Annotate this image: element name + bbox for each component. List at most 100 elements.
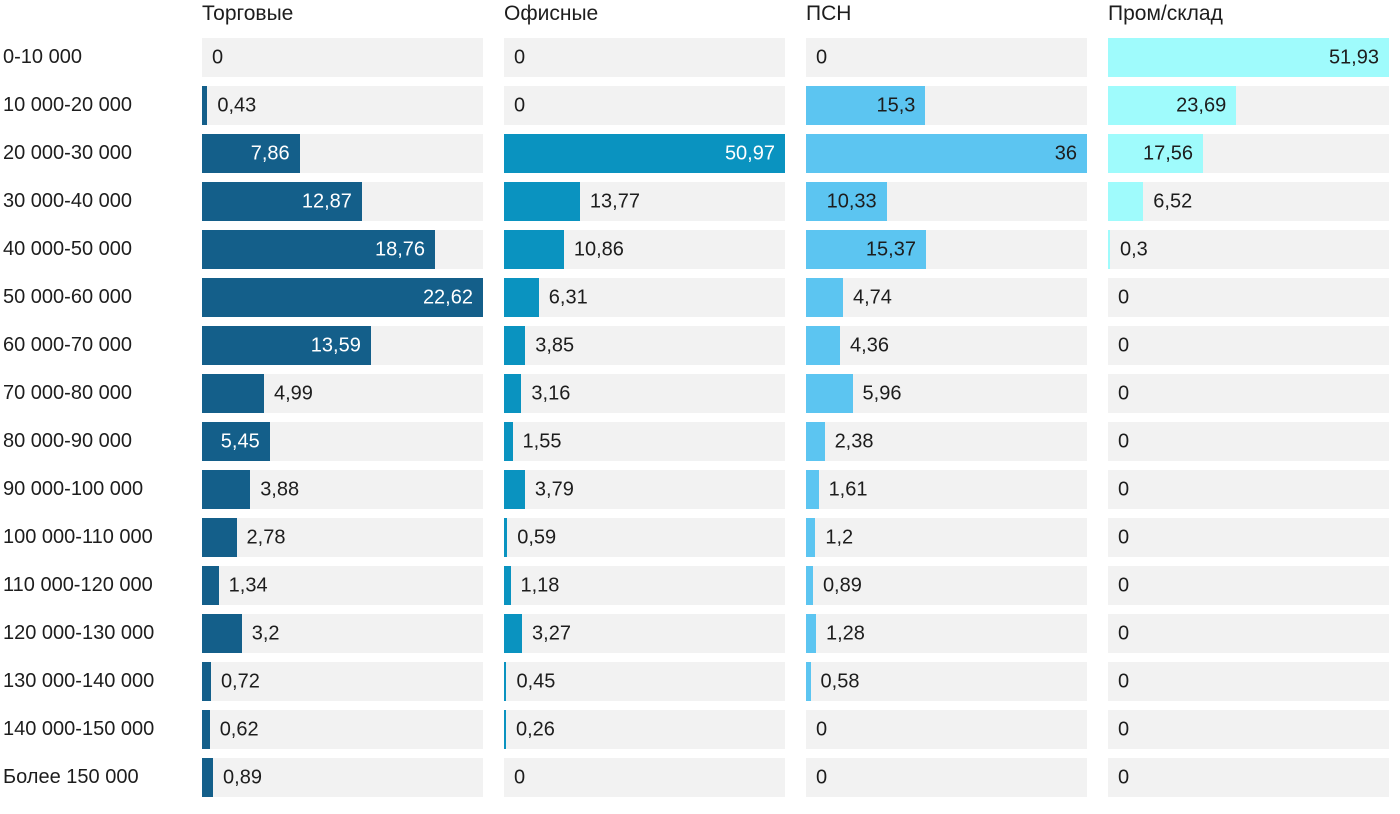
chart-row: 130 000-140 000 0,72 0,45 0,58 0 bbox=[0, 662, 1400, 701]
column-headers: Торговые Офисные ПСН Пром/склад bbox=[0, 2, 1400, 38]
value-label: 4,36 bbox=[850, 334, 889, 356]
row-label: 70 000-80 000 bbox=[3, 382, 133, 404]
bar bbox=[504, 134, 785, 173]
value-label: 0 bbox=[1118, 430, 1130, 452]
bar-track: 10,86 bbox=[504, 230, 785, 269]
value-label: 0 bbox=[816, 718, 828, 740]
value-label: 0,89 bbox=[223, 766, 262, 788]
value-label: 1,61 bbox=[828, 478, 868, 500]
chart-row: 40 000-50 000 18,76 10,86 15,37 0,3 bbox=[0, 230, 1400, 269]
bar bbox=[1108, 134, 1204, 173]
chart-row: 50 000-60 000 22,62 6,31 4,74 0 bbox=[0, 278, 1400, 317]
bar bbox=[1108, 230, 1110, 269]
bar-track: 1,34 bbox=[202, 566, 483, 605]
bar bbox=[202, 182, 362, 221]
value-label: 5,45 bbox=[220, 430, 260, 452]
value-label: 1,2 bbox=[825, 526, 854, 548]
value-label: 0 bbox=[1118, 382, 1130, 404]
value-label: 12,87 bbox=[301, 190, 352, 212]
bar-track: 0 bbox=[1108, 758, 1389, 797]
bar bbox=[504, 518, 508, 557]
bar-track: 2,38 bbox=[806, 422, 1087, 461]
bar-track: 0 bbox=[806, 710, 1087, 749]
bar bbox=[202, 278, 483, 317]
bar-track: 0 bbox=[1108, 326, 1389, 365]
value-label: 18,76 bbox=[375, 238, 426, 260]
bar bbox=[202, 710, 210, 749]
bar-track: 4,74 bbox=[806, 278, 1087, 317]
chart-row: 120 000-130 000 3,2 3,27 1,28 0 bbox=[0, 614, 1400, 653]
value-label: 0,3 bbox=[1120, 238, 1148, 260]
bar-track: 0,45 bbox=[504, 662, 785, 701]
bar bbox=[202, 662, 211, 701]
bar-track: 0 bbox=[504, 758, 785, 797]
bar-track: 50,97 bbox=[504, 134, 785, 173]
chart-row: 20 000-30 000 7,86 50,97 36 17,56 bbox=[0, 134, 1400, 173]
value-label: 0 bbox=[816, 766, 828, 788]
bar-track: 0 bbox=[1108, 710, 1389, 749]
bar-track: 6,52 bbox=[1108, 182, 1389, 221]
bar bbox=[806, 326, 841, 365]
value-label: 17,56 bbox=[1142, 142, 1194, 164]
bar-track: 0,59 bbox=[504, 518, 785, 557]
value-label: 3,27 bbox=[532, 622, 571, 644]
bar-track: 13,77 bbox=[504, 182, 785, 221]
bar bbox=[202, 518, 237, 557]
value-label: 0,62 bbox=[219, 718, 259, 740]
bar-track: 3,85 bbox=[504, 326, 785, 365]
row-label: Более 150 000 bbox=[3, 766, 139, 788]
value-label: 1,34 bbox=[228, 574, 268, 596]
bar-track: 17,56 bbox=[1108, 134, 1389, 173]
value-label: 3,16 bbox=[531, 382, 571, 404]
row-label: 10 000-20 000 bbox=[3, 94, 133, 116]
bar bbox=[504, 422, 513, 461]
value-label: 0 bbox=[1118, 766, 1130, 788]
bar-track: 4,99 bbox=[202, 374, 483, 413]
column-header-ofisnye: Офисные bbox=[504, 2, 599, 25]
bar bbox=[202, 230, 436, 269]
row-label: 120 000-130 000 bbox=[3, 622, 155, 644]
bar bbox=[806, 518, 816, 557]
row-label: 130 000-140 000 bbox=[3, 670, 155, 692]
bar-track: 5,45 bbox=[202, 422, 483, 461]
row-label: 30 000-40 000 bbox=[3, 190, 133, 212]
value-label: 13,77 bbox=[589, 190, 640, 212]
value-label: 10,33 bbox=[826, 190, 877, 212]
bar-track: 3,2 bbox=[202, 614, 483, 653]
value-label: 0 bbox=[514, 766, 526, 788]
bar-track: 18,76 bbox=[202, 230, 483, 269]
bar bbox=[504, 470, 525, 509]
bar bbox=[202, 566, 219, 605]
row-label: 80 000-90 000 bbox=[3, 430, 133, 452]
chart-row: 100 000-110 000 2,78 0,59 1,2 0 bbox=[0, 518, 1400, 557]
value-label: 0,58 bbox=[820, 670, 860, 692]
bar-track: 0 bbox=[1108, 278, 1389, 317]
row-label: 20 000-30 000 bbox=[3, 142, 133, 164]
value-label: 0,45 bbox=[516, 670, 556, 692]
value-label: 6,31 bbox=[548, 286, 588, 308]
bar bbox=[202, 614, 242, 653]
bar bbox=[202, 326, 371, 365]
row-label: 90 000-100 000 bbox=[3, 478, 144, 500]
value-label: 51,93 bbox=[1328, 46, 1379, 68]
value-label: 3,85 bbox=[535, 334, 575, 356]
bar-track: 36 bbox=[806, 134, 1087, 173]
bar-track: 23,69 bbox=[1108, 86, 1389, 125]
value-label: 0,59 bbox=[517, 526, 557, 548]
chart-row: 0-10 000 0 0 0 51,93 bbox=[0, 38, 1400, 77]
value-label: 0 bbox=[1118, 622, 1130, 644]
bar-track: 0 bbox=[1108, 518, 1389, 557]
bar bbox=[806, 662, 811, 701]
value-label: 5,96 bbox=[862, 382, 902, 404]
row-label: 60 000-70 000 bbox=[3, 334, 133, 356]
value-label: 0 bbox=[1118, 526, 1130, 548]
bar-track: 0,58 bbox=[806, 662, 1087, 701]
bar-track: 7,86 bbox=[202, 134, 483, 173]
chart-body: 0-10 000 0 0 0 51,93 10 000-20 000 0,43 0 15,3 23… bbox=[0, 38, 1400, 797]
bar-track: 0 bbox=[806, 758, 1087, 797]
bar-track: 0,3 bbox=[1108, 230, 1389, 269]
bar-track: 3,88 bbox=[202, 470, 483, 509]
row-label: 40 000-50 000 bbox=[3, 238, 133, 260]
value-label: 7,86 bbox=[250, 142, 290, 164]
value-label: 0 bbox=[1118, 334, 1130, 356]
